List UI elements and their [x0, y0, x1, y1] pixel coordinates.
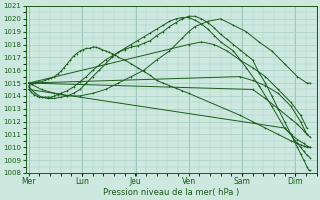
X-axis label: Pression niveau de la mer( hPa ): Pression niveau de la mer( hPa )	[103, 188, 239, 197]
